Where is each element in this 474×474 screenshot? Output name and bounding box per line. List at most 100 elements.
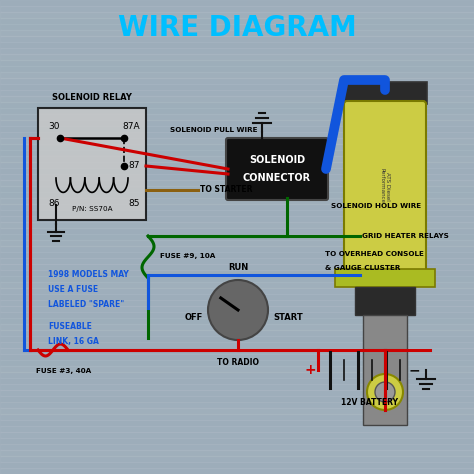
- Bar: [0, 36, 474, 42]
- Bar: [0, 54, 474, 60]
- Text: SOLENOID: SOLENOID: [249, 155, 305, 165]
- Bar: [335, 269, 435, 287]
- Bar: [0, 462, 474, 468]
- Text: P/N: SS70A: P/N: SS70A: [72, 206, 112, 212]
- FancyBboxPatch shape: [344, 101, 426, 272]
- Bar: [0, 336, 474, 342]
- Text: FUSE #9, 10A: FUSE #9, 10A: [160, 253, 215, 259]
- Text: −: −: [408, 363, 420, 377]
- Bar: [0, 6, 474, 12]
- Bar: [0, 240, 474, 246]
- Bar: [0, 84, 474, 90]
- Text: RUN: RUN: [228, 263, 248, 272]
- Bar: [0, 426, 474, 432]
- Bar: [0, 174, 474, 180]
- Bar: [0, 330, 474, 336]
- Bar: [355, 287, 415, 315]
- Text: 87: 87: [128, 162, 140, 171]
- Bar: [0, 96, 474, 102]
- Bar: [0, 72, 474, 78]
- Bar: [0, 444, 474, 450]
- Bar: [0, 114, 474, 120]
- Bar: [0, 0, 474, 6]
- Bar: [0, 18, 474, 24]
- Bar: [343, 82, 427, 104]
- Bar: [0, 246, 474, 252]
- Bar: [0, 396, 474, 402]
- Text: SOLENOID PULL WIRE: SOLENOID PULL WIRE: [170, 127, 257, 133]
- Bar: [0, 390, 474, 396]
- Bar: [0, 276, 474, 282]
- Bar: [0, 30, 474, 36]
- Bar: [0, 48, 474, 54]
- Text: SOLENOID RELAY: SOLENOID RELAY: [52, 93, 132, 102]
- Bar: [0, 414, 474, 420]
- Text: 86: 86: [48, 199, 60, 208]
- Bar: [0, 150, 474, 156]
- Bar: [0, 90, 474, 96]
- Bar: [0, 342, 474, 348]
- Bar: [0, 348, 474, 354]
- Bar: [0, 384, 474, 390]
- Text: 1998 MODELS MAY: 1998 MODELS MAY: [48, 270, 129, 279]
- Bar: [0, 360, 474, 366]
- Bar: [0, 24, 474, 30]
- Bar: [0, 12, 474, 18]
- Text: +: +: [304, 363, 316, 377]
- Bar: [0, 258, 474, 264]
- Bar: [0, 210, 474, 216]
- Bar: [0, 204, 474, 210]
- Bar: [0, 126, 474, 132]
- Bar: [0, 432, 474, 438]
- Bar: [0, 186, 474, 192]
- Bar: [0, 468, 474, 474]
- Text: FUSEABLE: FUSEABLE: [48, 322, 92, 331]
- Text: TO RADIO: TO RADIO: [217, 358, 259, 367]
- Bar: [0, 306, 474, 312]
- Bar: [0, 144, 474, 150]
- Text: START: START: [273, 313, 303, 322]
- Circle shape: [367, 374, 403, 410]
- Text: 12V BATTERY: 12V BATTERY: [341, 398, 399, 407]
- Bar: [0, 132, 474, 138]
- Text: WIRE DIAGRAM: WIRE DIAGRAM: [118, 14, 356, 42]
- Text: GRID HEATER RELAYS: GRID HEATER RELAYS: [362, 233, 449, 239]
- Bar: [0, 216, 474, 222]
- Bar: [38, 108, 146, 220]
- Bar: [0, 156, 474, 162]
- Bar: [0, 282, 474, 288]
- Bar: [0, 78, 474, 84]
- Bar: [0, 420, 474, 426]
- Text: ATS Diesel
Performance: ATS Diesel Performance: [380, 168, 391, 203]
- Circle shape: [375, 382, 395, 402]
- Bar: [0, 354, 474, 360]
- Bar: [0, 60, 474, 66]
- Bar: [0, 228, 474, 234]
- Bar: [0, 294, 474, 300]
- Bar: [0, 66, 474, 72]
- Bar: [0, 270, 474, 276]
- Bar: [0, 450, 474, 456]
- Text: 30: 30: [48, 122, 60, 131]
- Bar: [0, 108, 474, 114]
- Bar: [0, 198, 474, 204]
- Bar: [363, 315, 407, 425]
- Text: USE A FUSE: USE A FUSE: [48, 285, 98, 294]
- Bar: [0, 318, 474, 324]
- Circle shape: [208, 280, 268, 340]
- Text: LABELED "SPARE": LABELED "SPARE": [48, 300, 124, 309]
- Bar: [0, 324, 474, 330]
- Bar: [0, 192, 474, 198]
- Bar: [0, 162, 474, 168]
- Text: & GAUGE CLUSTER: & GAUGE CLUSTER: [325, 265, 401, 271]
- Bar: [0, 168, 474, 174]
- Bar: [0, 138, 474, 144]
- Bar: [0, 234, 474, 240]
- Text: 87A: 87A: [122, 122, 140, 131]
- Bar: [0, 252, 474, 258]
- Text: FUSE #3, 40A: FUSE #3, 40A: [36, 368, 91, 374]
- Bar: [0, 438, 474, 444]
- Bar: [0, 378, 474, 384]
- FancyBboxPatch shape: [226, 138, 328, 200]
- Text: SOLENOID HOLD WIRE: SOLENOID HOLD WIRE: [331, 203, 421, 209]
